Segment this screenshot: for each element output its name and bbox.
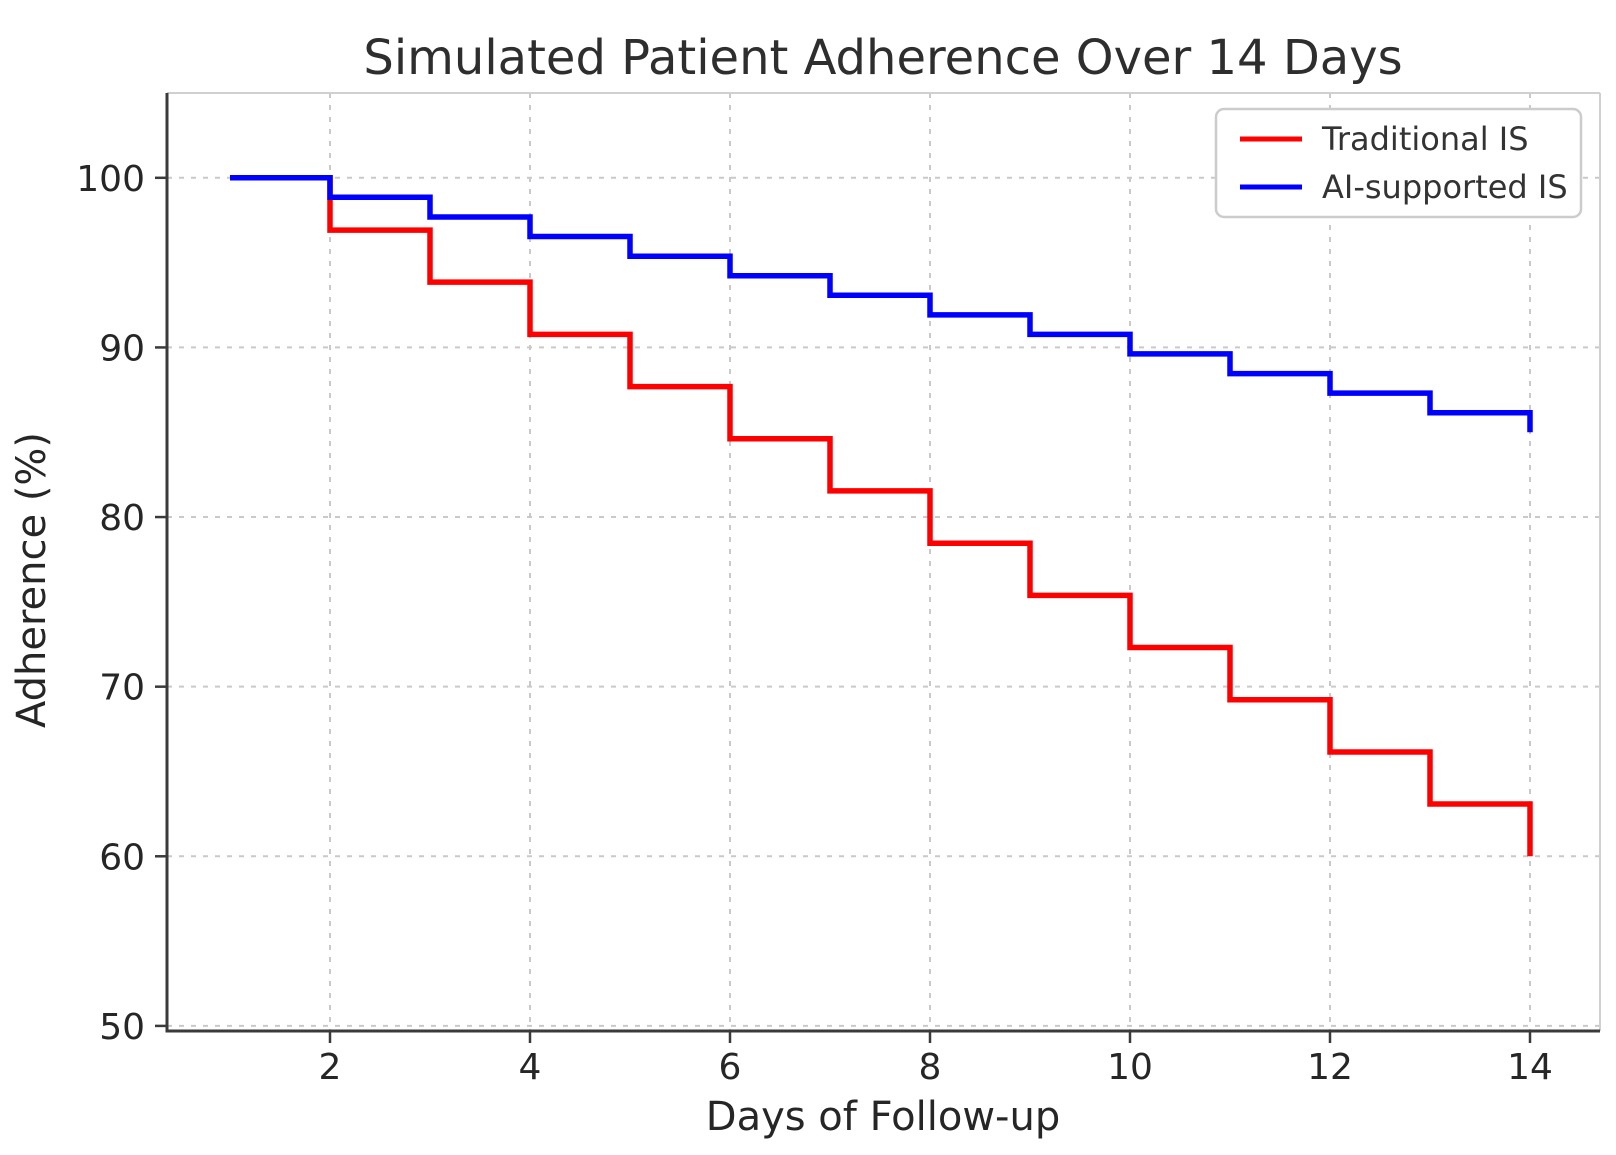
series-lines xyxy=(230,175,1533,857)
y-tick-label-50: 50 xyxy=(99,1007,145,1048)
legend-label-traditional-is: Traditional IS xyxy=(1321,120,1529,158)
x-tick-label-10: 10 xyxy=(1107,1047,1153,1088)
x-tick-label-8: 8 xyxy=(919,1047,942,1088)
gridlines xyxy=(167,93,1600,1031)
x-tick-label-2: 2 xyxy=(319,1047,342,1088)
chart-title: Simulated Patient Adherence Over 14 Days xyxy=(363,30,1402,86)
series-line-traditional-is xyxy=(230,175,1533,857)
legend-label-ai-supported-is: AI-supported IS xyxy=(1322,168,1568,206)
y-tick-label-90: 90 xyxy=(99,328,145,369)
y-axis-label: Adherence (%) xyxy=(9,432,55,728)
y-tick-label-60: 60 xyxy=(99,837,145,878)
y-tick-label-70: 70 xyxy=(99,668,145,709)
x-tick-label-12: 12 xyxy=(1307,1047,1353,1088)
axes-spines xyxy=(165,92,1601,1033)
legend: Traditional IS AI-supported IS xyxy=(1214,107,1583,219)
x-axis-label: Days of Follow-up xyxy=(706,1094,1060,1140)
series-line-ai-supported-is xyxy=(230,175,1533,433)
x-tick-label-4: 4 xyxy=(519,1047,542,1088)
y-tick-label-80: 80 xyxy=(99,498,145,539)
y-tick-label-100: 100 xyxy=(76,159,145,200)
axis-ticks: 2 4 6 8 10 12 14 50 60 70 80 90 100 xyxy=(76,159,1553,1088)
x-tick-label-14: 14 xyxy=(1507,1047,1553,1088)
x-tick-label-6: 6 xyxy=(719,1047,742,1088)
legend-box xyxy=(1214,107,1583,219)
